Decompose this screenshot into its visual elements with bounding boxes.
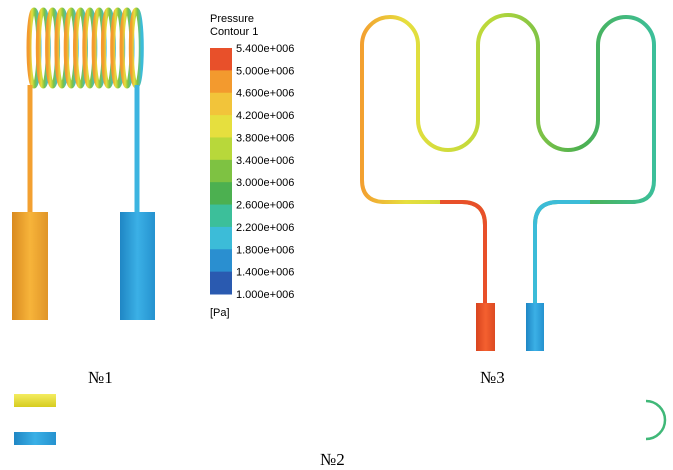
legend-level: 3.000e+006 bbox=[236, 177, 294, 189]
legend-level: 4.600e+006 bbox=[236, 88, 294, 100]
colorbar-segment bbox=[210, 182, 232, 205]
legend-level: 2.600e+006 bbox=[236, 200, 294, 212]
colorbar-segment bbox=[210, 93, 232, 116]
legend: Pressure Contour 1 [Pa] 5.400e+006 5.000e… bbox=[210, 13, 294, 319]
legend-level: 5.400e+006 bbox=[236, 43, 294, 55]
model-label: №3 bbox=[480, 368, 505, 387]
legend-level: 5.000e+006 bbox=[236, 65, 294, 77]
legend-level: 3.800e+006 bbox=[236, 132, 294, 144]
figure: Pressure Contour 1 [Pa] 5.400e+006 5.000e… bbox=[0, 0, 673, 470]
tube bbox=[440, 202, 485, 305]
model-label: №1 bbox=[88, 368, 113, 387]
cylinder bbox=[120, 212, 155, 320]
colorbar-segment bbox=[210, 227, 232, 250]
colorbar-segment bbox=[210, 272, 232, 295]
model-1 bbox=[12, 10, 155, 320]
legend-level: 2.200e+006 bbox=[236, 222, 294, 234]
coil-turn bbox=[131, 10, 141, 86]
model-2 bbox=[14, 394, 665, 445]
tube bbox=[362, 15, 654, 305]
legend-level: 1.800e+006 bbox=[236, 244, 294, 256]
colorbar-segment bbox=[210, 48, 232, 71]
colorbar-segment bbox=[210, 137, 232, 160]
cylinder bbox=[476, 303, 495, 351]
colorbar-segment bbox=[210, 205, 232, 228]
legend-unit: [Pa] bbox=[210, 307, 230, 319]
model-label: №2 bbox=[320, 450, 345, 469]
cylinder bbox=[14, 432, 56, 445]
legend-level: 1.000e+006 bbox=[236, 289, 294, 301]
tube bbox=[535, 202, 590, 305]
legend-subtitle: Contour 1 bbox=[210, 26, 258, 38]
legend-level: 1.400e+006 bbox=[236, 267, 294, 279]
colorbar-segment bbox=[210, 249, 232, 272]
legend-level: 3.400e+006 bbox=[236, 155, 294, 167]
legend-level: 4.200e+006 bbox=[236, 110, 294, 122]
colorbar-segment bbox=[210, 160, 232, 183]
model-3 bbox=[362, 15, 654, 351]
tube bbox=[646, 401, 665, 439]
cylinder bbox=[12, 212, 48, 320]
colorbar-segment bbox=[210, 70, 232, 93]
legend-title: Pressure bbox=[210, 13, 254, 25]
cylinder bbox=[526, 303, 544, 351]
coil bbox=[29, 10, 141, 86]
colorbar-segment bbox=[210, 115, 232, 138]
cylinder bbox=[14, 394, 56, 407]
